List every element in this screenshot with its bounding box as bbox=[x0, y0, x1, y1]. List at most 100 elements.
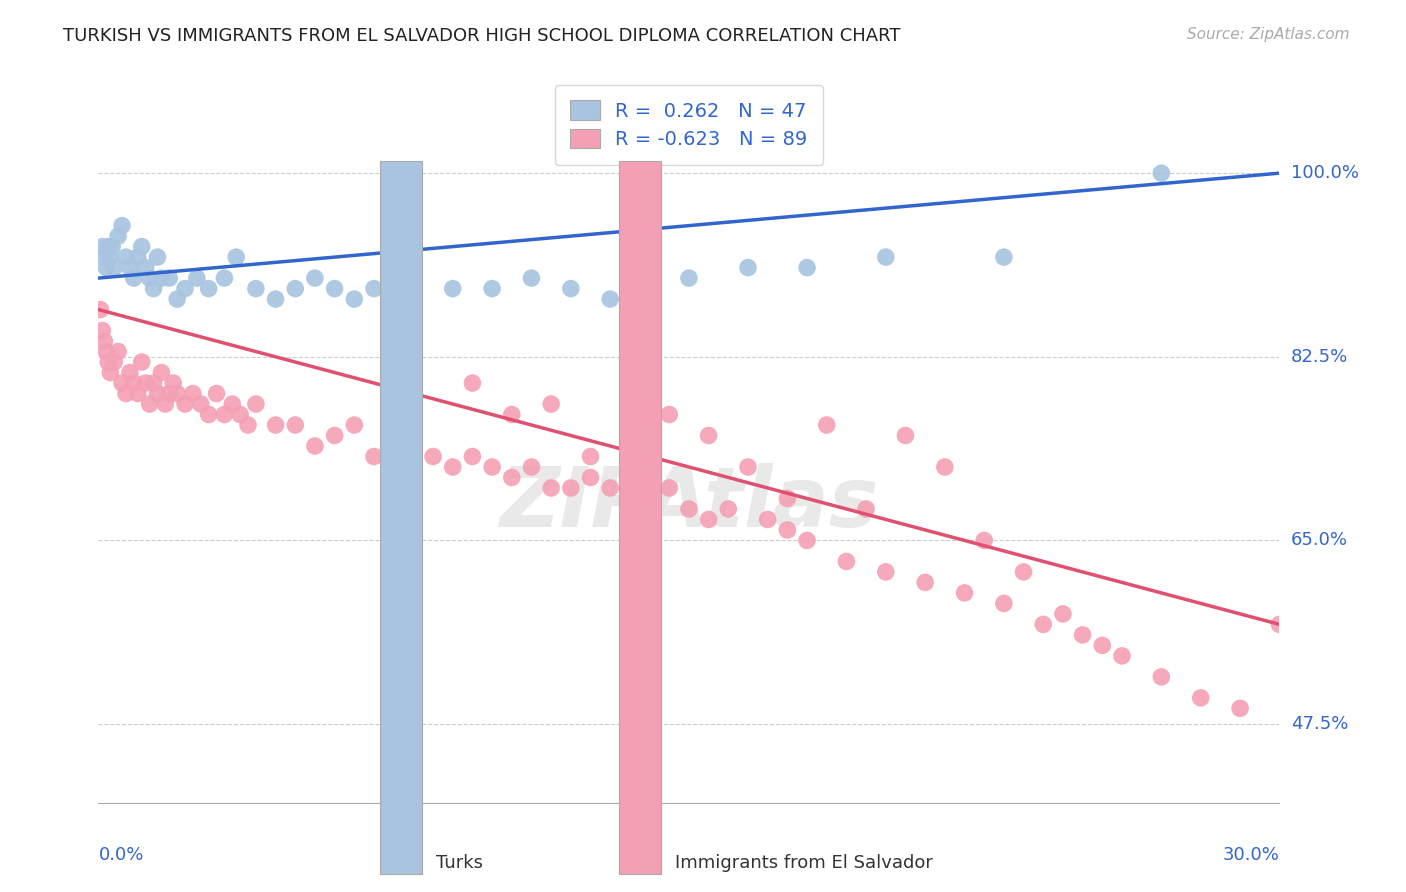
Point bbox=[264, 417, 287, 432]
Text: 0.0%: 0.0% bbox=[98, 846, 143, 863]
Point bbox=[638, 491, 661, 506]
Point bbox=[402, 271, 425, 285]
Legend: R =  0.262   N = 47, R = -0.623   N = 89: R = 0.262 N = 47, R = -0.623 N = 89 bbox=[555, 85, 823, 165]
Point bbox=[97, 239, 120, 253]
Point bbox=[93, 250, 115, 264]
Point bbox=[402, 460, 425, 475]
Point bbox=[236, 417, 259, 432]
Point bbox=[111, 376, 134, 390]
Point bbox=[174, 282, 197, 296]
Point bbox=[127, 386, 149, 401]
Point bbox=[343, 292, 366, 306]
Point bbox=[1111, 648, 1133, 663]
Point bbox=[107, 344, 129, 359]
Text: 82.5%: 82.5% bbox=[1291, 348, 1348, 366]
Text: 47.5%: 47.5% bbox=[1291, 715, 1348, 733]
Point bbox=[225, 250, 247, 264]
Point bbox=[157, 386, 180, 401]
Point bbox=[98, 250, 121, 264]
Point bbox=[1091, 639, 1114, 653]
Point bbox=[796, 260, 818, 275]
Point bbox=[166, 292, 188, 306]
Point bbox=[103, 355, 125, 369]
Text: 30.0%: 30.0% bbox=[1223, 846, 1279, 863]
Point bbox=[776, 523, 799, 537]
Point bbox=[678, 502, 700, 516]
Point bbox=[737, 460, 759, 475]
Point bbox=[599, 481, 621, 495]
Point bbox=[579, 450, 602, 464]
Point bbox=[520, 460, 543, 475]
Point bbox=[382, 292, 405, 306]
Point bbox=[127, 250, 149, 264]
Point bbox=[717, 502, 740, 516]
Point bbox=[993, 250, 1015, 264]
Point bbox=[142, 376, 165, 390]
Point bbox=[150, 366, 173, 380]
Point bbox=[98, 366, 121, 380]
Point bbox=[1012, 565, 1035, 579]
Point bbox=[131, 239, 153, 253]
Point bbox=[91, 239, 114, 253]
Point bbox=[89, 302, 111, 317]
Point bbox=[118, 260, 141, 275]
Point bbox=[245, 282, 267, 296]
Point bbox=[481, 282, 503, 296]
Point bbox=[894, 428, 917, 442]
Point bbox=[658, 481, 681, 495]
Text: Source: ZipAtlas.com: Source: ZipAtlas.com bbox=[1187, 27, 1350, 42]
Point bbox=[214, 271, 236, 285]
Point bbox=[934, 460, 956, 475]
Text: TURKISH VS IMMIGRANTS FROM EL SALVADOR HIGH SCHOOL DIPLOMA CORRELATION CHART: TURKISH VS IMMIGRANTS FROM EL SALVADOR H… bbox=[63, 27, 901, 45]
Point bbox=[264, 292, 287, 306]
Point bbox=[97, 355, 120, 369]
Point bbox=[138, 271, 160, 285]
Point bbox=[855, 502, 877, 516]
Point bbox=[214, 408, 236, 422]
Point bbox=[815, 417, 838, 432]
Point bbox=[221, 397, 243, 411]
Point bbox=[190, 397, 212, 411]
Point bbox=[481, 460, 503, 475]
Point bbox=[304, 439, 326, 453]
Point bbox=[1071, 628, 1094, 642]
Point bbox=[619, 502, 641, 516]
Point bbox=[162, 376, 184, 390]
Point bbox=[953, 586, 976, 600]
Point bbox=[441, 282, 464, 296]
Point bbox=[323, 428, 346, 442]
Point bbox=[422, 450, 444, 464]
Point bbox=[501, 408, 523, 422]
Point bbox=[284, 417, 307, 432]
Point bbox=[1150, 670, 1173, 684]
Point bbox=[166, 386, 188, 401]
Point bbox=[138, 397, 160, 411]
Point bbox=[103, 260, 125, 275]
Point bbox=[111, 219, 134, 233]
Point bbox=[520, 271, 543, 285]
Point bbox=[343, 417, 366, 432]
Point bbox=[678, 271, 700, 285]
Point bbox=[697, 428, 720, 442]
Point bbox=[658, 408, 681, 422]
Point bbox=[756, 512, 779, 526]
Point bbox=[1189, 690, 1212, 705]
Point bbox=[96, 260, 118, 275]
Point bbox=[776, 491, 799, 506]
Point bbox=[181, 386, 204, 401]
Point bbox=[599, 292, 621, 306]
Point bbox=[875, 250, 897, 264]
Point bbox=[174, 397, 197, 411]
Point bbox=[118, 366, 141, 380]
Text: ZIPAtlas: ZIPAtlas bbox=[499, 463, 879, 543]
Point bbox=[914, 575, 936, 590]
Point bbox=[560, 481, 582, 495]
Point bbox=[146, 250, 169, 264]
Point bbox=[197, 408, 219, 422]
Point bbox=[1052, 607, 1074, 621]
Point bbox=[91, 324, 114, 338]
Point bbox=[284, 282, 307, 296]
Point bbox=[540, 397, 562, 411]
Point bbox=[115, 386, 138, 401]
Point bbox=[638, 271, 661, 285]
